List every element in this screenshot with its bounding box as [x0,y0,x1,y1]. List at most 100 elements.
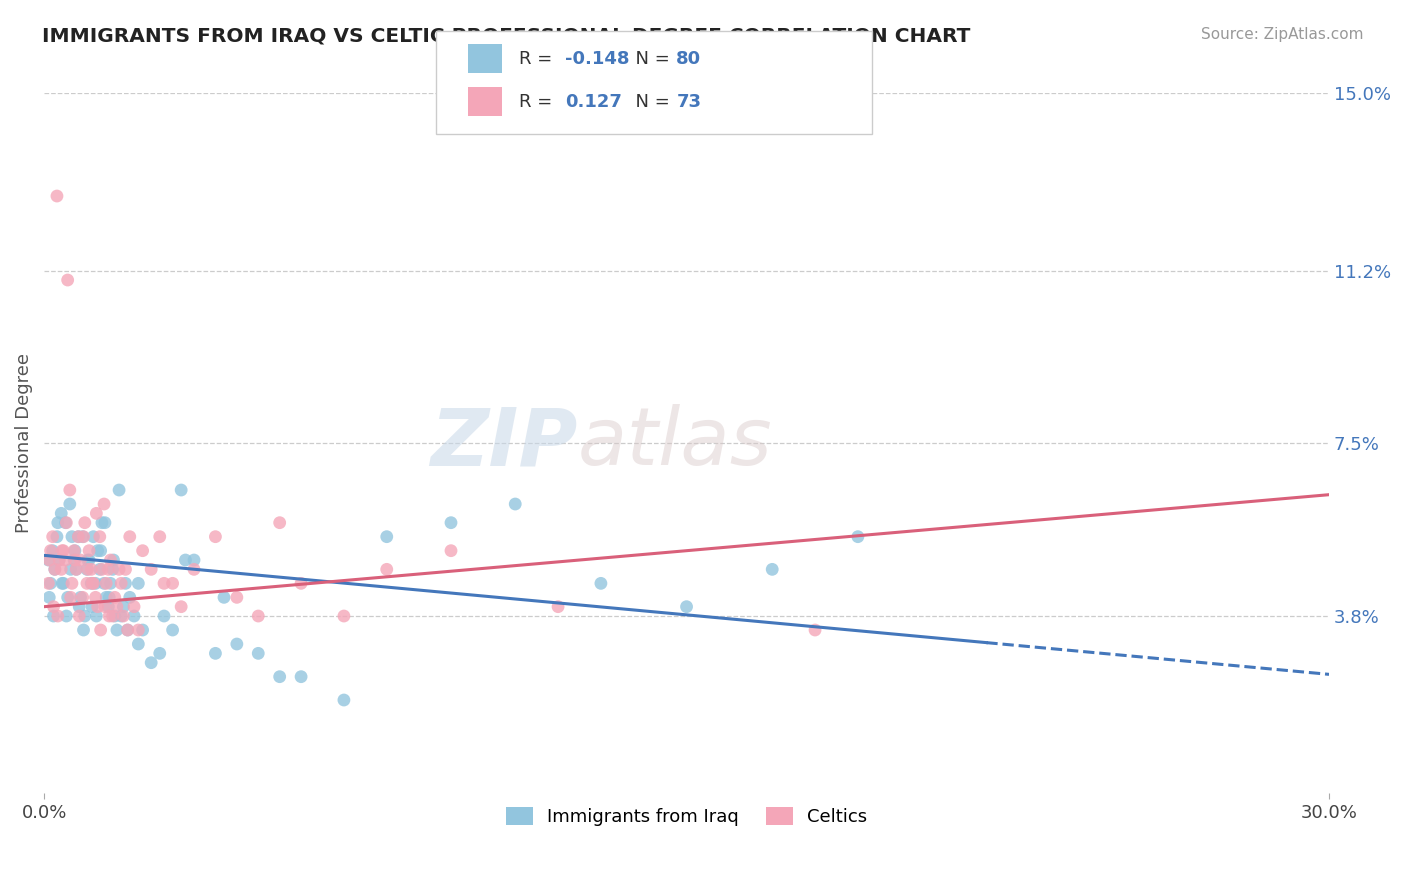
Point [290,670,312,684]
Point [55,609,77,624]
Point [80,562,103,576]
Point [76,562,98,576]
Point [67,609,90,624]
Point [93,497,115,511]
Point [170,483,193,497]
Text: N =: N = [624,50,676,68]
Point [51,507,73,521]
Point [65,562,87,576]
Point [440,543,463,558]
Point [65,562,87,576]
Point [44,562,66,576]
Point [67,530,90,544]
Point [72,530,94,544]
Point [503,497,526,511]
Point [69,553,91,567]
Point [46,189,69,203]
Point [110,609,132,624]
Point [80,576,103,591]
Point [112,609,135,624]
Point [48,553,70,567]
Point [846,530,869,544]
Point [174,553,197,567]
Point [131,543,153,558]
Point [183,562,205,576]
Text: IMMIGRANTS FROM IRAQ VS CELTIC PROFESSIONAL DEGREE CORRELATION CHART: IMMIGRANTS FROM IRAQ VS CELTIC PROFESSIO… [42,27,970,45]
Point [110,576,132,591]
Point [105,623,128,637]
Point [80,599,103,614]
Point [42,609,65,624]
Point [77,553,100,567]
Point [269,516,291,530]
Point [103,553,125,567]
Point [59,497,82,511]
Point [804,623,827,637]
Point [59,562,82,576]
Point [96,576,118,591]
Point [73,516,96,530]
Point [98,591,121,605]
Text: 80: 80 [676,50,702,68]
Point [97,562,120,576]
Point [153,576,176,591]
Point [90,623,112,637]
Point [333,609,356,624]
Text: Source: ZipAtlas.com: Source: ZipAtlas.com [1201,27,1364,42]
Point [76,553,98,567]
Point [118,530,141,544]
Point [55,553,77,567]
Point [589,576,612,591]
Point [84,576,107,591]
Point [225,637,247,651]
Point [162,576,184,591]
Point [73,609,96,624]
Point [375,530,398,544]
Point [86,507,108,521]
Point [127,576,149,591]
Point [141,562,163,576]
Point [114,562,136,576]
Point [59,483,82,497]
Point [162,623,184,637]
Text: atlas: atlas [578,404,772,483]
Text: R =: R = [519,50,558,68]
Text: -0.148: -0.148 [565,50,630,68]
Point [94,516,117,530]
Point [52,543,75,558]
Point [101,562,124,576]
Text: 73: 73 [676,93,702,111]
Point [127,623,149,637]
Point [118,591,141,605]
Point [86,599,108,614]
Point [96,591,118,605]
Point [440,516,463,530]
Point [104,591,127,605]
Point [170,599,193,614]
Point [82,530,104,544]
Point [48,553,70,567]
Point [55,516,77,530]
Point [100,576,122,591]
Point [100,553,122,567]
Point [117,623,139,637]
Point [52,576,75,591]
Text: R =: R = [519,93,558,111]
Point [112,599,135,614]
Point [46,530,69,544]
Point [90,516,112,530]
Point [131,623,153,637]
Point [375,562,398,576]
Point [675,599,697,614]
Point [72,530,94,544]
Point [114,576,136,591]
Point [269,670,291,684]
Point [89,530,111,544]
Y-axis label: Professional Degree: Professional Degree [15,353,32,533]
Point [247,646,270,660]
Point [547,599,569,614]
Point [69,591,91,605]
Point [76,562,98,576]
Text: 0.127: 0.127 [565,93,621,111]
Point [101,609,124,624]
